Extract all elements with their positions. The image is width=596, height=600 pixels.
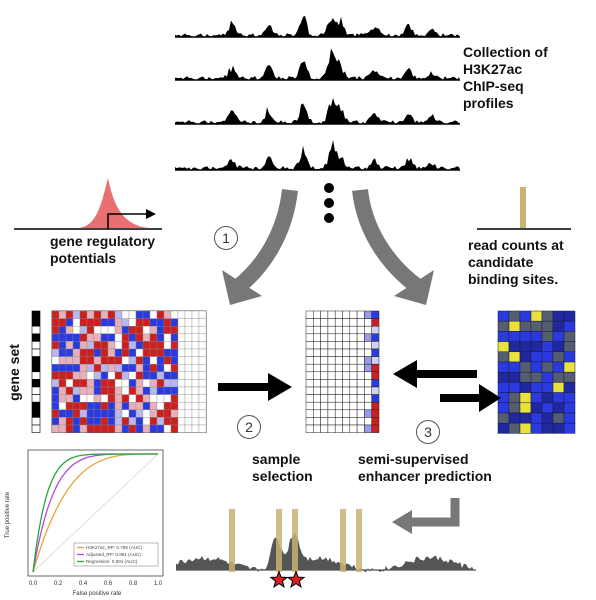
read-count-bar [520, 187, 526, 228]
candidate-site-bar [340, 509, 346, 572]
predicted-enhancer-star [286, 570, 306, 589]
gene-set-cell [31, 424, 41, 433]
roc-ylabel: True positive rate [5, 491, 11, 538]
arrow-head [479, 384, 501, 412]
ellipsis-dot [324, 198, 334, 208]
roc-legend [73, 542, 159, 567]
regulatory-peak [78, 178, 150, 228]
enhancer-signal-track [176, 532, 476, 573]
legend-entry: H3K27ac_RP: 0.786 (AUC) [86, 545, 142, 550]
gene-regulatory-label: gene regulatory potentials [50, 233, 156, 266]
bent-arrow [405, 498, 460, 527]
roc-xtick: 0.8 [129, 581, 138, 587]
roc-xlabel: False positive rate [73, 591, 122, 597]
step-1-marker: 1 [214, 226, 238, 250]
curved-arrowhead [222, 270, 262, 305]
arrow-head [268, 373, 292, 401]
curved-arrow [232, 188, 298, 294]
roc-xtick: 1.0 [154, 581, 163, 587]
tss-arrow [107, 213, 150, 229]
predicted-enhancer-star [269, 570, 289, 589]
roc-frame [27, 449, 164, 577]
chip-seq-track [175, 48, 460, 80]
roc-diagonal [32, 453, 159, 573]
enhancer-prediction-label: semi-supervised enhancer prediction [358, 451, 492, 484]
selection-cell [371, 424, 380, 433]
arrow-shaft [415, 370, 477, 378]
arrow-shaft [218, 383, 270, 391]
roc-xtick: 0.4 [79, 581, 88, 587]
candidate-site-bar [292, 509, 298, 572]
curved-arrowhead [394, 270, 434, 305]
legend-entry: Regression: 0.901 (AUC) [86, 559, 138, 564]
collection-label: Collection of H3K27ac ChIP-seq profiles [463, 44, 548, 111]
legend-entry: Adjusted_RP: 0.861 (AUC) [86, 552, 141, 557]
arrow-shaft [440, 394, 482, 402]
tss-arrowhead [146, 209, 156, 219]
ellipsis-dot [324, 213, 334, 223]
bent-arrowhead [392, 510, 412, 534]
heatmap-cell [198, 424, 207, 433]
candidate-site-bar [276, 509, 282, 572]
ellipsis-dot [324, 183, 334, 193]
candidate-site-bar [356, 509, 362, 572]
chip-seq-track [175, 97, 460, 124]
arrow-head [393, 360, 417, 388]
roc-curve [32, 453, 158, 573]
sample-selection-label: sample selection [252, 451, 313, 484]
chip-seq-track [175, 139, 460, 170]
step-3-marker: 3 [416, 420, 440, 444]
roc-xtick: 0.2 [54, 581, 63, 587]
roc-xtick: 0.6 [104, 581, 113, 587]
curved-arrow [352, 188, 423, 294]
read-counts-label: read counts at candidate binding sites. [468, 237, 564, 287]
candidate-site-bar [229, 509, 235, 572]
roc-xtick: 0.0 [29, 581, 38, 587]
chip-seq-track [175, 15, 460, 38]
step-2-marker: 2 [237, 415, 261, 439]
enhancer-cell [563, 422, 576, 434]
